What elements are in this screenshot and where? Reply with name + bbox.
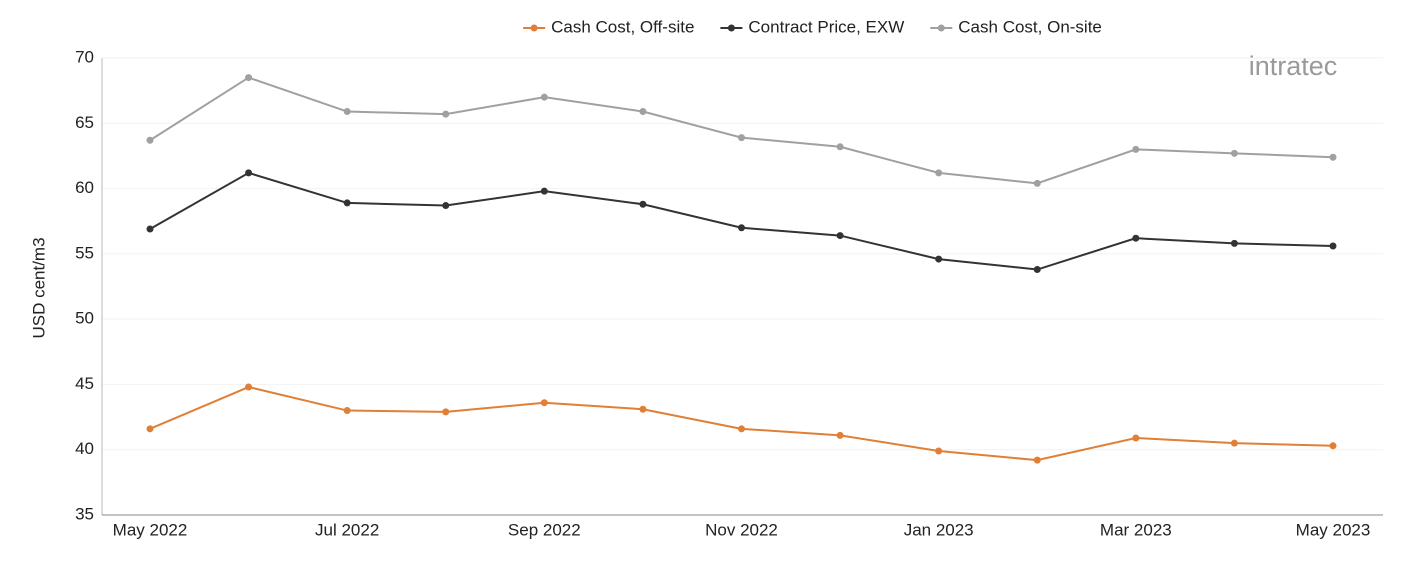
legend-marker (937, 24, 945, 32)
legend-label: Contract Price, EXW (748, 17, 904, 36)
point (245, 74, 253, 82)
point (1033, 266, 1041, 274)
point (1132, 145, 1140, 153)
x-tick-label: Mar 2023 (1100, 520, 1172, 539)
point (1329, 442, 1337, 450)
point (1132, 234, 1140, 242)
point (1033, 456, 1041, 464)
legend-marker (727, 24, 735, 32)
point (1329, 242, 1337, 250)
point (935, 255, 943, 263)
point (836, 431, 844, 439)
point (738, 224, 745, 232)
legend-label: Cash Cost, On-site (958, 17, 1102, 36)
point (540, 399, 548, 407)
x-tick-label: Nov 2022 (705, 520, 778, 539)
y-tick-label: 55 (75, 243, 94, 262)
point (836, 232, 844, 240)
legend-marker (530, 24, 538, 32)
point (1329, 153, 1337, 161)
point (738, 425, 745, 433)
series-line (149, 385, 1334, 462)
series-line (149, 76, 1334, 185)
point (146, 425, 154, 433)
point (1132, 434, 1140, 442)
point (343, 108, 351, 116)
x-tick-label: Sep 2022 (508, 520, 581, 539)
legend-label: Cash Cost, Off-site (551, 17, 694, 36)
logo: intratec (1249, 51, 1338, 81)
x-tick-label: Jul 2022 (315, 520, 379, 539)
x-tick-label: May 2022 (113, 520, 188, 539)
point (343, 199, 351, 207)
y-tick-label: 60 (75, 178, 94, 197)
point (442, 202, 450, 210)
point (935, 169, 943, 177)
point (245, 169, 253, 177)
point (442, 110, 450, 118)
point (639, 405, 647, 413)
point (1230, 439, 1238, 447)
x-tick-label: May 2023 (1296, 520, 1371, 539)
point (738, 134, 745, 142)
x-tick-label: Jan 2023 (904, 520, 974, 539)
point (442, 408, 450, 416)
point (540, 187, 548, 195)
y-tick-label: 40 (75, 439, 94, 458)
point (836, 143, 844, 151)
y-tick-label: 50 (75, 309, 94, 328)
point (1230, 239, 1238, 247)
point (146, 225, 154, 233)
series-line (149, 171, 1334, 271)
point (639, 108, 647, 116)
point (639, 200, 647, 208)
y-tick-label: 35 (75, 504, 94, 523)
point (146, 136, 154, 144)
y-tick-label: 45 (75, 374, 94, 393)
point (540, 93, 548, 101)
point (1230, 149, 1238, 157)
point (343, 407, 351, 415)
y-axis-label: USD cent/m3 (29, 237, 48, 338)
point (1033, 179, 1041, 187)
y-tick-label: 70 (75, 47, 94, 66)
point (935, 447, 943, 455)
y-tick-label: 65 (75, 113, 94, 132)
point (245, 383, 253, 391)
